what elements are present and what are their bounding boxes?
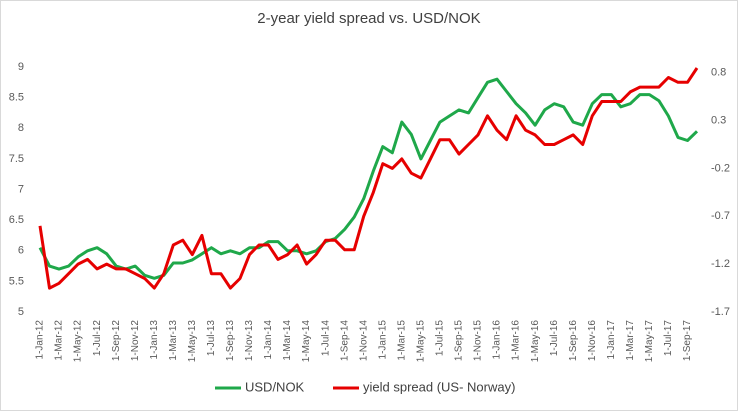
y-tick-label: 7.5: [9, 153, 24, 165]
x-tick-label: 1-Jan-15: [377, 320, 388, 360]
x-tick-label: 1-Mar-16: [511, 320, 522, 361]
y2-tick-label: 0.3: [711, 115, 726, 127]
x-tick-label: 1-Sep-15: [454, 320, 465, 362]
y-tick-label: 5.5: [9, 275, 24, 287]
x-tick-label: 1-May-15: [416, 320, 427, 363]
legend-label: yield spread (US- Norway): [363, 379, 515, 394]
x-tick-label: 1-May-16: [530, 320, 541, 363]
legend-label: USD/NOK: [245, 379, 305, 394]
x-tick-label: 1-Jul-16: [549, 320, 560, 357]
x-tick-label: 1-Nov-15: [473, 320, 484, 362]
x-tick-label: 1-Jul-15: [435, 320, 446, 357]
y-tick-label: 9: [18, 61, 24, 73]
x-tick-label: 1-Jan-17: [606, 320, 617, 360]
y2-tick-label: -1.7: [711, 306, 730, 318]
x-tick-label: 1-May-17: [644, 320, 655, 363]
y-tick-label: 8.5: [9, 92, 24, 104]
x-tick-label: 1-Jul-14: [320, 320, 331, 357]
x-tick-label: 1-Sep-13: [225, 320, 236, 362]
x-tick-label: 1-Mar-12: [54, 320, 65, 361]
series-line: [38, 77, 699, 280]
x-tick-label: 1-Nov-12: [130, 320, 141, 362]
x-tick-label: 1-Jan-16: [492, 320, 503, 360]
x-tick-label: 1-Jul-13: [206, 320, 217, 357]
x-tick-label: 1-Mar-13: [168, 320, 179, 361]
x-tick-label: 1-Jul-12: [92, 320, 103, 357]
y-tick-label: 6.5: [9, 214, 24, 226]
x-tick-label: 1-Mar-14: [282, 320, 293, 361]
y2-tick-label: -1.2: [711, 258, 730, 270]
x-tick-label: 1-Jan-13: [149, 320, 160, 360]
y-tick-label: 6: [18, 245, 24, 257]
y2-tick-label: -0.7: [711, 210, 730, 222]
x-tick-label: 1-Sep-16: [568, 320, 579, 362]
x-tick-label: 1-Nov-16: [587, 320, 598, 362]
chart-title: 2-year yield spread vs. USD/NOK: [257, 10, 480, 27]
x-tick-label: 1-Mar-17: [625, 320, 636, 361]
x-tick-label: 1-Sep-14: [339, 320, 350, 362]
y-tick-label: 7: [18, 183, 24, 195]
x-tick-label: 1-Nov-14: [358, 320, 369, 362]
x-tick-label: 1-May-14: [301, 320, 312, 363]
y2-tick-label: 0.8: [711, 67, 726, 79]
x-tick-label: 1-Jul-17: [663, 320, 674, 357]
x-tick-label: 1-Jan-12: [35, 320, 46, 360]
x-tick-label: 1-May-12: [73, 320, 84, 363]
x-tick-label: 1-Mar-15: [396, 320, 407, 361]
x-tick-label: 1-Sep-12: [111, 320, 122, 362]
y-tick-label: 8: [18, 122, 24, 134]
series-line: [38, 67, 699, 290]
x-tick-label: 1-Jan-14: [263, 320, 274, 360]
y-tick-label: 5: [18, 306, 24, 318]
x-tick-label: 1-Nov-13: [244, 320, 255, 362]
y2-tick-label: -0.2: [711, 162, 730, 174]
x-tick-label: 1-Sep-17: [682, 320, 693, 362]
x-tick-label: 1-May-13: [187, 320, 198, 363]
